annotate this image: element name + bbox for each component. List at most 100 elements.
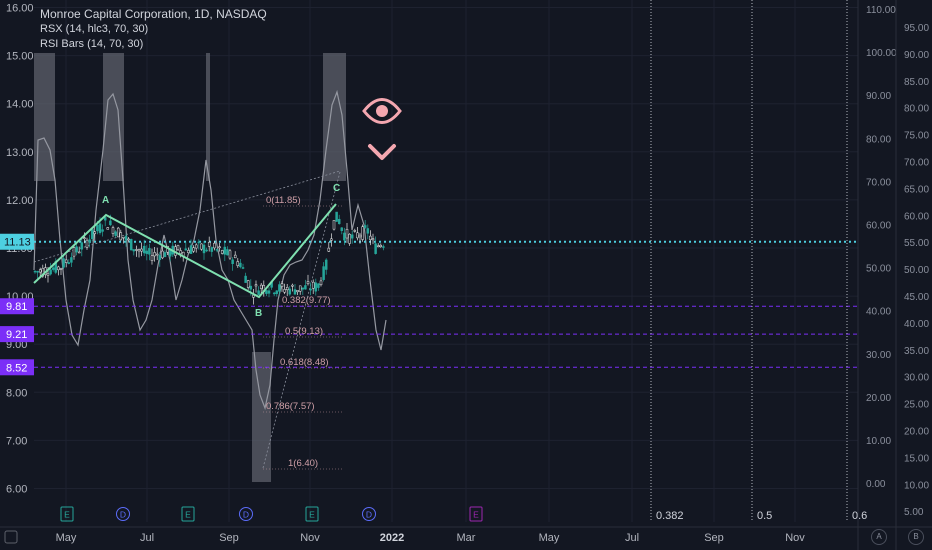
candle-body-59 (187, 250, 190, 254)
rsx-axis-a-tick-1: 100.00 (866, 48, 897, 59)
candle-95 (280, 281, 284, 292)
candle-22 (90, 229, 94, 242)
rsx-axis-a-tick-9: 20.00 (866, 393, 891, 404)
event-marker-letter-0: E (64, 510, 70, 520)
grid-layer (34, 0, 858, 522)
candle-44 (148, 243, 151, 261)
level-badge-0: 9.81 (0, 298, 34, 315)
event-marker-4[interactable]: E (305, 506, 319, 522)
rsx-axis-b-tick-0: 95.00 (904, 23, 929, 34)
fib-level-label-3: 0.618(8.48) (280, 357, 329, 368)
candle-117 (337, 214, 341, 225)
candle-body-76 (231, 259, 234, 264)
candle-body-121 (348, 233, 351, 244)
candle-body-23 (93, 231, 97, 234)
candle-33 (119, 229, 123, 241)
rsx-axis-b-tick-4: 75.00 (904, 131, 929, 142)
candle-86 (257, 286, 260, 296)
candle-99 (291, 283, 294, 292)
candle-body-68 (210, 247, 214, 252)
time-fib-label-2: 0.6 (852, 510, 867, 522)
candle-82 (246, 279, 250, 290)
candle-body-65 (202, 244, 206, 254)
event-marker-6[interactable]: E (469, 506, 483, 522)
candle-122 (350, 230, 354, 244)
candle-body-44 (148, 248, 151, 255)
candle-48 (158, 252, 162, 267)
candle-121 (348, 233, 351, 246)
rsx-axis-b-tick-18: 5.00 (904, 507, 924, 518)
candle-88 (262, 280, 266, 297)
event-marker-5[interactable]: D (362, 507, 376, 521)
event-marker-letter-4: E (309, 510, 315, 520)
candle-132 (376, 243, 380, 248)
candle-body-39 (135, 249, 138, 251)
candle-body-107 (311, 281, 315, 289)
candle-20 (85, 237, 89, 250)
candle-89 (265, 289, 268, 296)
event-marker-0[interactable]: E (60, 506, 74, 522)
candle-body-18 (80, 242, 84, 250)
event-marker-shape-5 (362, 507, 376, 521)
time-tick-8: Sep (704, 532, 724, 544)
candle-body-82 (246, 280, 250, 288)
candle-body-111 (322, 266, 325, 280)
candle-62 (194, 243, 198, 253)
candle-72 (220, 249, 224, 255)
event-marker-3[interactable]: D (239, 507, 253, 521)
indicator-rsx-label[interactable]: RSX (14, hlc3, 70, 30) (40, 23, 149, 35)
candle-74 (226, 246, 229, 256)
fib-level-label-5: 1(6.40) (288, 458, 318, 469)
candle-body-9 (57, 266, 60, 271)
candle-body-62 (194, 244, 198, 249)
event-marker-2[interactable]: E (181, 506, 195, 522)
candle-body-11 (62, 258, 65, 268)
candle-28 (106, 226, 110, 230)
event-marker-shape-1 (116, 507, 130, 521)
candle-body-80 (241, 267, 245, 269)
candle-126 (361, 224, 364, 242)
candle-103 (301, 287, 305, 295)
candle-17 (77, 246, 81, 254)
candle-43 (145, 245, 149, 261)
fib-level-label-4: 0.786(7.57) (266, 401, 315, 412)
candle-61 (192, 245, 195, 253)
candle-body-78 (236, 261, 240, 266)
candle-body-96 (283, 289, 286, 293)
rsi-bar-zone-4 (252, 352, 271, 482)
candle-32 (116, 226, 120, 238)
horizontal-levels-layer (34, 240, 858, 368)
candle-81 (244, 272, 247, 283)
candle-body-99 (291, 284, 294, 287)
rsx-axis-a-tick-0: 110.00 (866, 5, 896, 16)
wave-label-A: A (102, 195, 109, 206)
candle-body-113 (327, 247, 331, 252)
level-badge-bg-2 (0, 359, 34, 376)
indicator-rsi-bars-label[interactable]: RSI Bars (14, 70, 30) (40, 38, 144, 50)
candle-body-128 (366, 228, 370, 234)
candle-body-87 (259, 284, 263, 289)
rsx-axis-b-tick-7: 60.00 (904, 211, 929, 222)
candle-body-21 (88, 239, 91, 243)
symbol-title[interactable]: Monroe Capital Corporation, 1D, NASDAQ (40, 7, 267, 21)
rsx-axis-b-tick-12: 35.00 (904, 346, 929, 357)
candle-body-129 (369, 235, 372, 240)
candle-body-131 (374, 243, 377, 254)
rsx-axis-b-tick-16: 15.00 (904, 453, 929, 464)
candle-body-120 (345, 229, 349, 239)
candle-14 (70, 252, 73, 268)
log-scale-button[interactable]: B (908, 529, 924, 545)
candle-body-85 (254, 284, 258, 287)
candle-71 (218, 242, 221, 252)
rsi-bar-zone-3 (323, 53, 346, 181)
candle-101 (296, 290, 299, 296)
rsx-axis-b-tick-3: 80.00 (904, 104, 929, 115)
price-tick-9: 7.00 (6, 435, 27, 447)
event-marker-1[interactable]: D (116, 507, 130, 521)
candle-body-73 (223, 246, 227, 255)
event-marker-shape-2 (181, 506, 195, 522)
auto-scale-button[interactable]: A (871, 529, 887, 545)
candle-body-77 (233, 254, 237, 259)
